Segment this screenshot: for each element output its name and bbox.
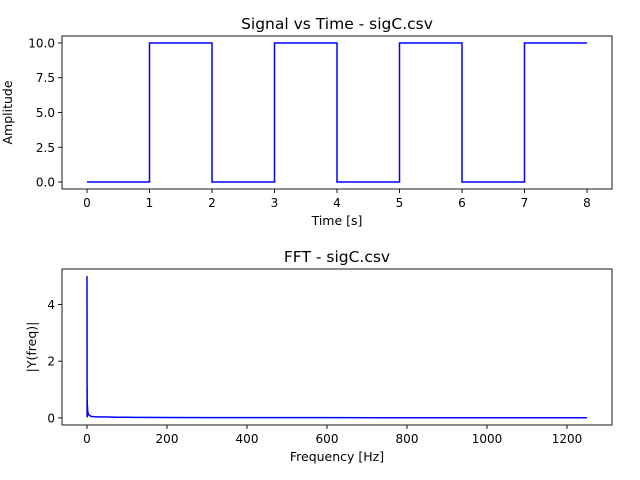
- fft-axes-frame: [61, 268, 613, 426]
- signal-y-tick-label-3: 7.5: [36, 71, 55, 85]
- signal-x-tick-label-7: 7: [521, 196, 529, 210]
- signal-y-tick-label-1: 2.5: [36, 141, 55, 155]
- fft-chart-title: FFT - sigC.csv: [284, 248, 390, 266]
- signal-x-tick-label-6: 6: [458, 196, 466, 210]
- fft-series-line-0: [86, 276, 588, 419]
- signal-y-tick-label-0: 0.0: [36, 176, 55, 190]
- fft-x-tick-label-5: 1000: [472, 432, 503, 446]
- signal-x-tick-label-3: 3: [271, 196, 279, 210]
- fft-y-axis-label: |Y(freq)|: [24, 322, 39, 373]
- signal-x-tick-label-0: 0: [83, 196, 91, 210]
- signal-y-axis-label: Amplitude: [0, 80, 15, 144]
- fft-y-tick-label-1: 2: [47, 355, 55, 369]
- signal-x-tick-label-5: 5: [396, 196, 404, 210]
- signal-y-tick-label-2: 5.0: [36, 106, 55, 120]
- fft-x-tick-label-0: 0: [83, 432, 91, 446]
- signal-x-tick-label-1: 1: [146, 196, 154, 210]
- fft-x-tick-label-3: 600: [316, 432, 339, 446]
- signal-series-line-0: [87, 42, 587, 183]
- fft-x-tick-label-2: 400: [236, 432, 259, 446]
- signal-chart: 0 1 2 3 4 5 6 7 8 0.0 2.5 5.0 7.5 10.0 Signal vs Time …: [0, 15, 613, 228]
- signal-x-tick-label-4: 4: [333, 196, 341, 210]
- fft-y-tick-label-0: 0: [47, 411, 55, 425]
- fft-x-axis-label: Frequency [Hz]: [290, 449, 384, 464]
- fft-chart: 0 200 400 600 800 1000 1200 0 2 4 FFT - sigC.csv Fr…: [24, 248, 613, 464]
- signal-x-tick-label-8: 8: [583, 196, 591, 210]
- fft-x-tick-label-4: 800: [396, 432, 419, 446]
- signal-x-tick-label-2: 2: [208, 196, 216, 210]
- fft-y-tick-label-2: 4: [47, 298, 55, 312]
- signal-x-axis-label: Time [s]: [311, 213, 363, 228]
- signal-chart-title: Signal vs Time - sigC.csv: [241, 15, 433, 33]
- fft-x-tick-label-6: 1200: [552, 432, 583, 446]
- fft-x-tick-label-1: 200: [156, 432, 179, 446]
- signal-y-tick-label-4: 10.0: [28, 36, 55, 50]
